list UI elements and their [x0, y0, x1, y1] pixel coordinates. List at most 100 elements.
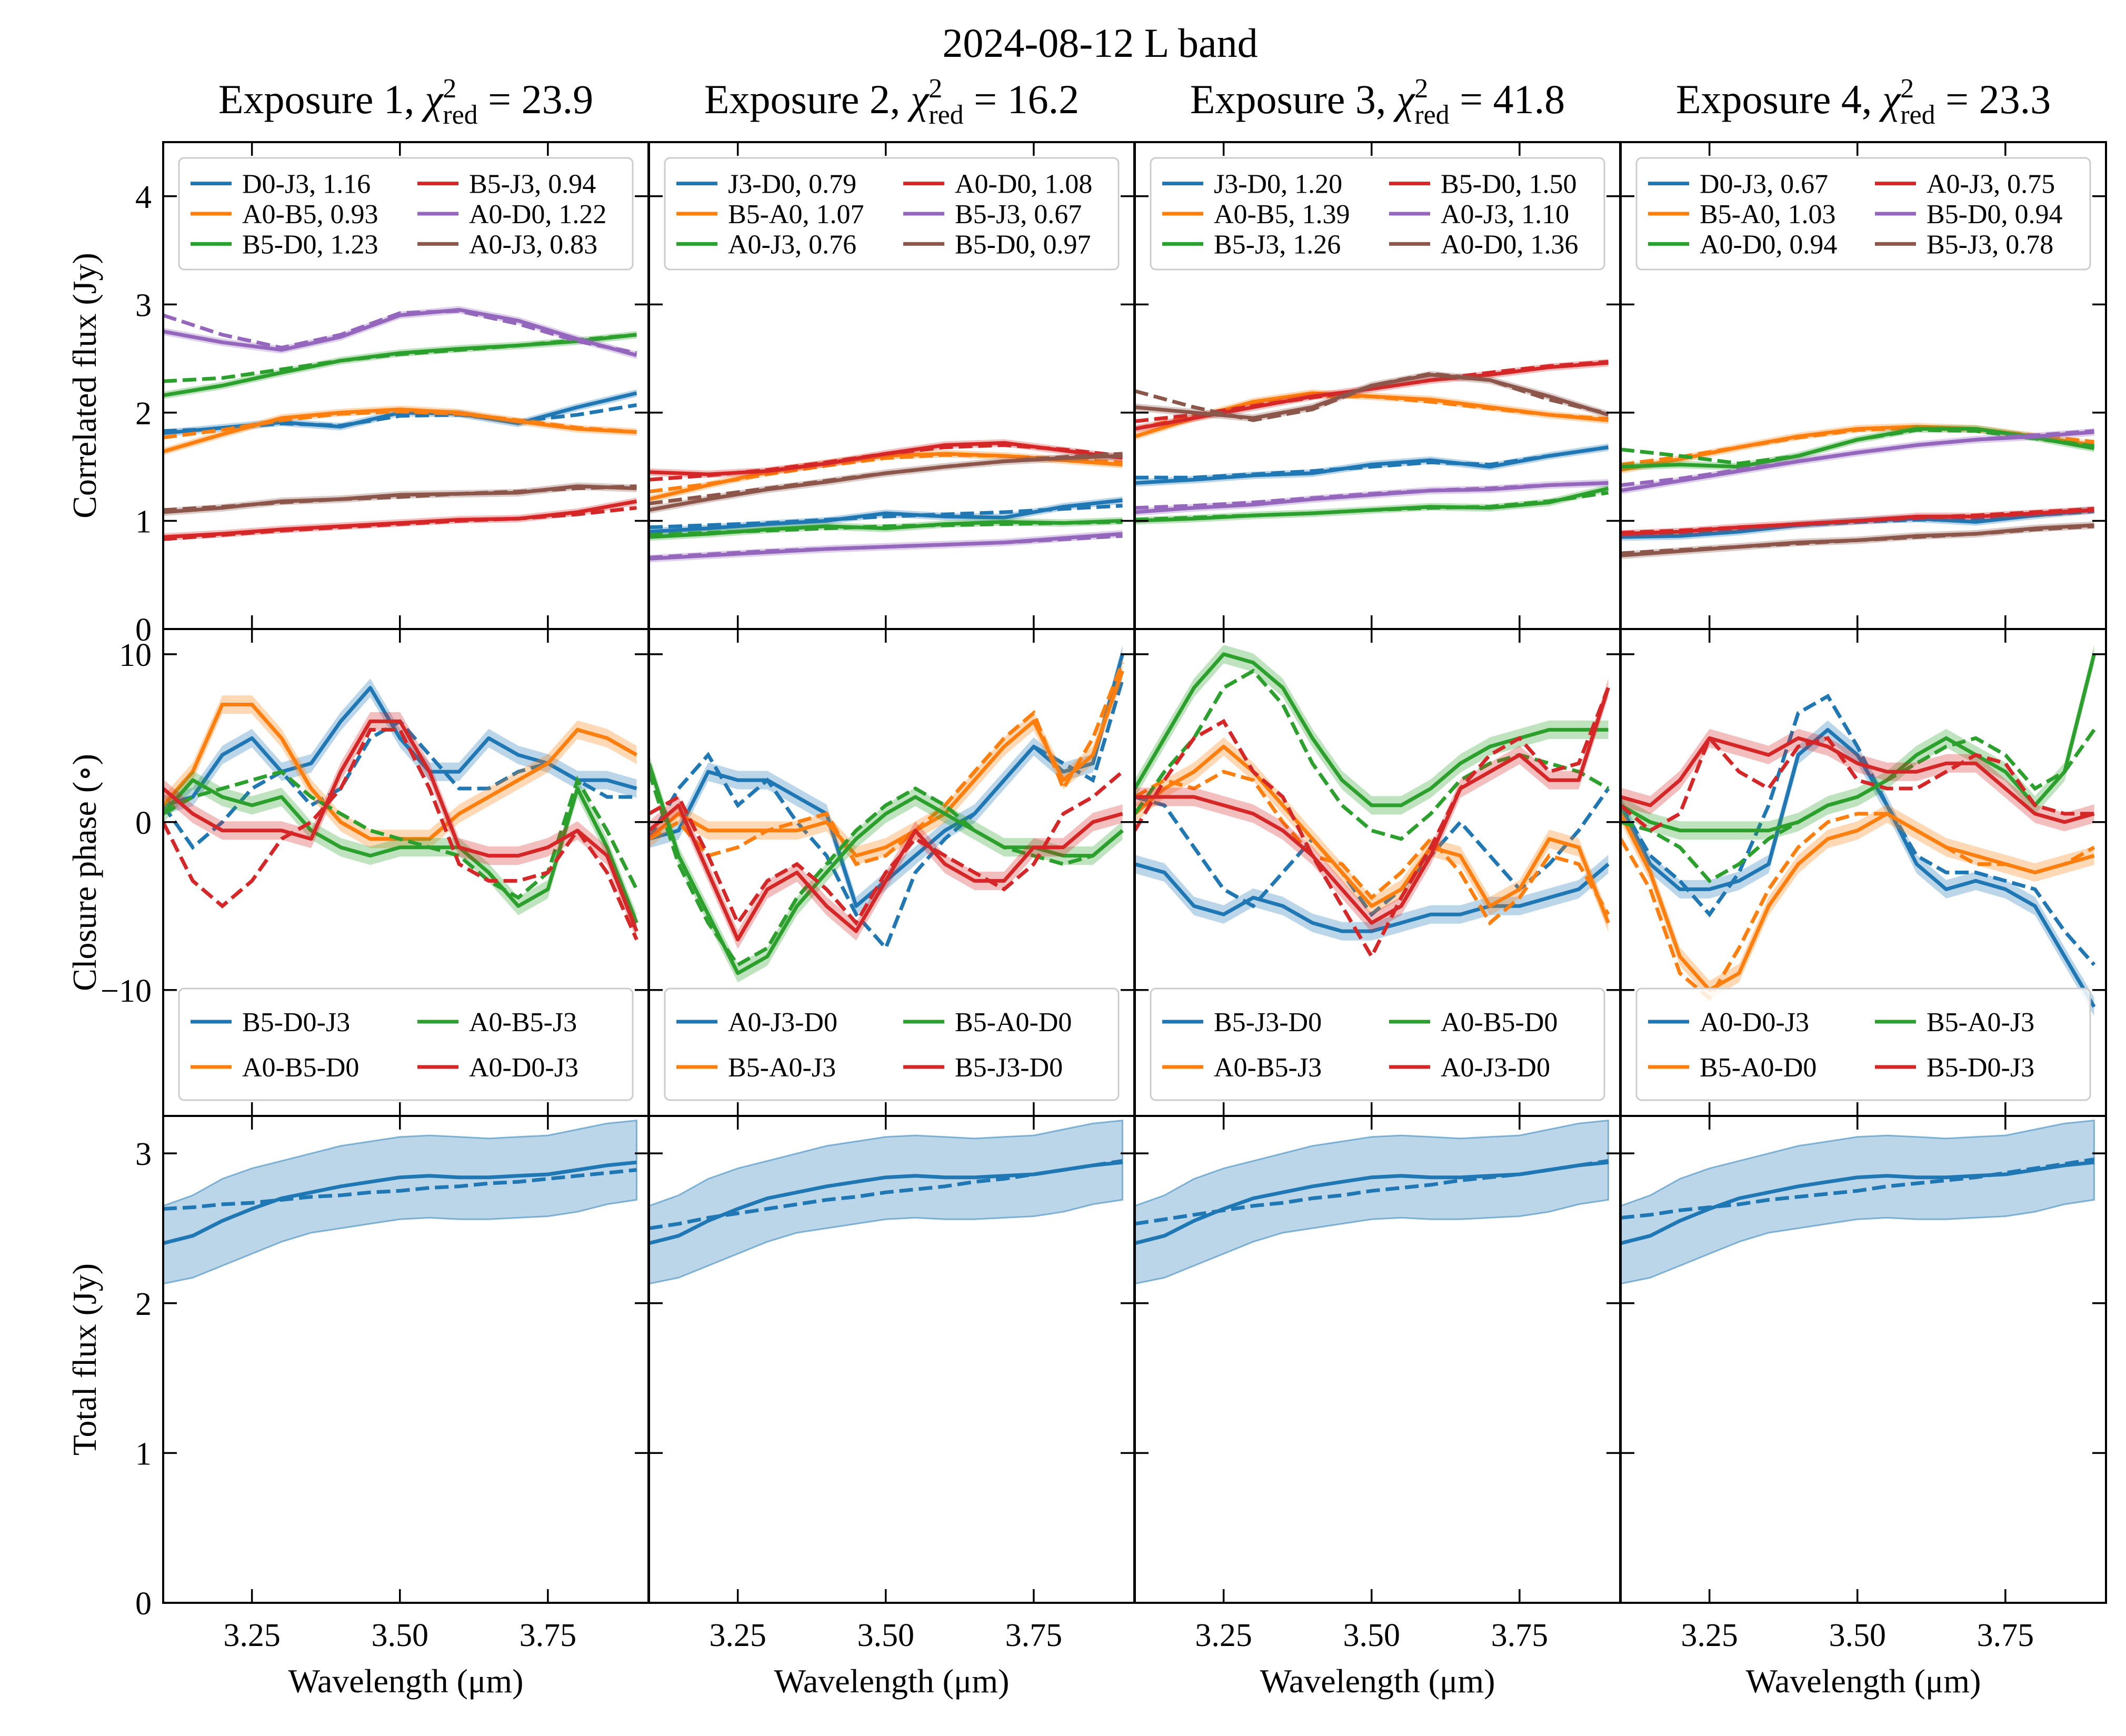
chi-symbol: χ [907, 76, 930, 122]
chi-superscript: 2 [443, 74, 456, 104]
legend-label: B5-D0, 1.50 [1441, 169, 1577, 199]
model-line [1621, 729, 2096, 883]
legend-item: A0-B5-J3 [417, 1007, 577, 1037]
series-A0-J3-D0 [1135, 679, 1610, 961]
legend-item: B5-A0, 1.07 [676, 199, 864, 230]
chi-superscript: 2 [1414, 74, 1428, 104]
legend-item: B5-J3-D0 [1162, 1007, 1322, 1037]
panel-r0-c1: Exposure 2, χ2 red = 16.2 J3-D0, 0.79B5-A0… [648, 74, 1135, 630]
data-line [1621, 736, 2095, 824]
panel-r1-c2: B5-J3-D0 A0-B5-J3 A0-B5-D0 A0-J3-D0 [1134, 628, 1621, 1117]
legend-item: A0-J3, 0.75 [1875, 169, 2055, 199]
model-line [1135, 372, 1609, 422]
legend-item: A0-J3, 0.83 [417, 230, 597, 260]
legend-item: B5-A0, 1.03 [1648, 199, 1836, 230]
y-tick-label: 10 [119, 637, 152, 673]
legend-item: B5-D0-J3 [1875, 1053, 2034, 1083]
y-tick-label: 1 [135, 1436, 152, 1472]
uncertainty-band [163, 1119, 637, 1285]
y-tick-label: 4 [135, 179, 152, 215]
y-axis-label: Total flux (Jy) [66, 1263, 103, 1455]
data-line [163, 308, 637, 357]
model-line [163, 727, 638, 941]
uncertainty-band [1135, 1119, 1609, 1285]
x-tick-label: 3.75 [1491, 1618, 1549, 1653]
series-B5-D0-J3 [1621, 729, 2095, 833]
legend-label: A0-J3, 0.76 [728, 230, 856, 260]
plot-area [649, 439, 1123, 563]
legend: B5-D0-J3 A0-B5-D0 A0-B5-J3 A0-D0-J3 [178, 987, 634, 1101]
x-axis-label: Wavelength (μm) [774, 1662, 1010, 1700]
legend-item: B5-D0, 1.23 [191, 230, 378, 260]
chi-symbol: χ [421, 76, 444, 122]
legend-label: B5-D0, 0.94 [1927, 199, 2063, 230]
series-A0-J3 [1621, 506, 2094, 538]
model-line [1621, 507, 2094, 535]
legend: B5-J3-D0 A0-B5-J3 A0-B5-D0 A0-J3-D0 [1150, 987, 1605, 1101]
model-line [163, 309, 637, 355]
series-A0-D0 [649, 439, 1123, 482]
series-A0-B5-D0 [1135, 645, 1610, 841]
chi-value: 23.9 [522, 76, 594, 122]
panel-r2-c3: 3.25 3.50 3.75 Wavelength (μm) [1620, 1115, 2107, 1700]
series-A0-D0-J3 [1621, 693, 2096, 1016]
model-line [163, 410, 637, 440]
series-B5-D0 [1621, 428, 2094, 495]
panel-r0-c2: Exposure 3, χ2 red = 41.8 J3-D0, 1.20A0-B5… [1134, 74, 1621, 630]
legend-item: A0-B5-J3 [1162, 1053, 1322, 1083]
series-A0-D0 [163, 306, 637, 360]
error-band [163, 712, 637, 941]
legend-item: D0-J3, 1.16 [191, 169, 371, 199]
data-line [1621, 727, 2096, 1008]
model-line [163, 506, 637, 541]
chi-subscript: red [1414, 100, 1449, 130]
legend-label: B5-J3, 0.67 [955, 199, 1082, 230]
series-A0-D0 [1135, 371, 1609, 422]
x-tick-label: 3.25 [223, 1618, 281, 1653]
model-line [1135, 445, 1609, 480]
chi-subscript: red [929, 100, 963, 130]
chi-symbol: χ [1393, 76, 1415, 122]
series-total-flux [1621, 1119, 2095, 1285]
plot-area [1135, 1119, 1609, 1285]
plot-area [1621, 423, 2095, 560]
plot-area [1621, 645, 2096, 1016]
chi-subscript: red [443, 100, 477, 130]
y-tick-label: 1 [135, 504, 152, 540]
legend-box [664, 157, 1120, 271]
legend-item: B5-A0-D0 [1648, 1053, 1816, 1083]
legend-item: A0-J3, 0.76 [676, 230, 856, 260]
series-A0-D0-J3 [163, 712, 638, 941]
plot-area [1621, 1119, 2095, 1285]
chi-superscript: 2 [929, 74, 942, 104]
plot-area [163, 679, 638, 941]
x-tick-label: 3.25 [1681, 1618, 1738, 1653]
data-line [1621, 812, 2095, 992]
legend-box [1635, 987, 2091, 1101]
model-line [649, 770, 1124, 927]
legend-label: B5-J3-D0 [955, 1053, 1063, 1083]
y-tick-label: 0 [135, 612, 152, 648]
legend-item: B5-J3-D0 [903, 1053, 1063, 1083]
model-line [1135, 481, 1609, 510]
model-line [1621, 734, 2094, 833]
legend-label: A0-J3-D0 [1441, 1053, 1550, 1083]
y-tick-label: 0 [135, 1586, 152, 1622]
legend-item: A0-D0, 1.08 [903, 169, 1092, 199]
legend-box [1635, 157, 2091, 271]
legend-label: B5-A0, 1.07 [728, 199, 864, 230]
error-band [649, 754, 1123, 983]
y-tick-label: 3 [135, 287, 152, 323]
legend: A0-D0-J3 B5-A0-D0 B5-A0-J3 B5-D0-J3 [1635, 987, 2091, 1101]
error-band [163, 679, 637, 815]
series-A0-J3 [649, 517, 1123, 541]
series-J3-D0 [1135, 443, 1609, 487]
legend-label: B5-J3, 0.94 [469, 169, 596, 199]
x-tick-label: 3.75 [1977, 1618, 2034, 1653]
y-tick-label: 0 [135, 805, 152, 841]
panel-title: Exposure 4, χ2 red = 23.3 [1676, 74, 2051, 130]
legend-item: B5-J3, 1.26 [1162, 230, 1341, 260]
legend: A0-J3-D0 B5-A0-J3 B5-A0-D0 B5-J3-D0 [664, 987, 1120, 1101]
